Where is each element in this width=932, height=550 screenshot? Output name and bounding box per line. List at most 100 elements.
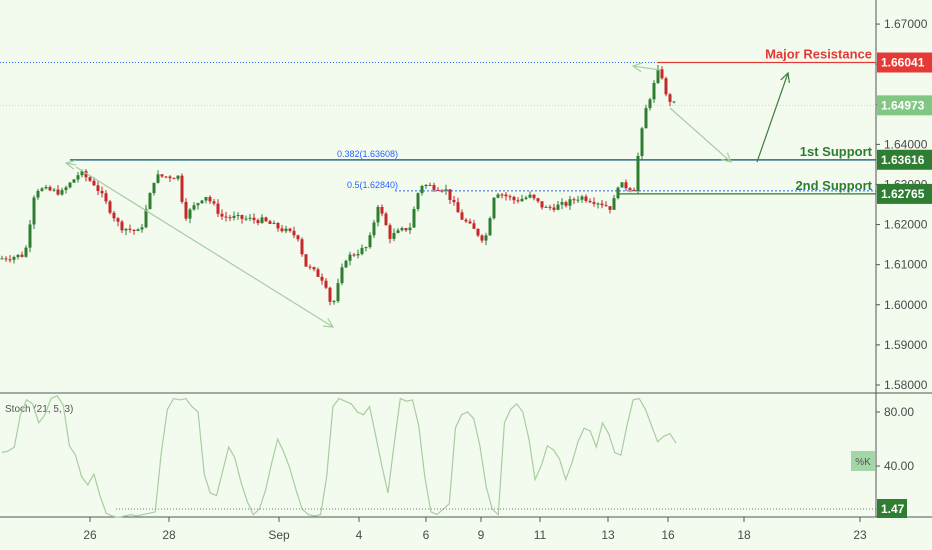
candle-body [356, 254, 360, 256]
stoch-tick-label: 80.00 [884, 405, 914, 419]
candle-body [444, 189, 448, 191]
arrow-projection-down [669, 107, 732, 163]
candle-body [64, 187, 68, 191]
candle-body [448, 189, 452, 200]
candle-body [496, 194, 500, 198]
candle-body [548, 206, 552, 208]
candle-body [400, 228, 404, 231]
price-axis[interactable]: 1.670001.660001.650001.640001.630001.620… [876, 17, 932, 392]
candle-body [120, 221, 124, 231]
candle-body [280, 228, 284, 232]
candle-body [260, 217, 264, 224]
candle-body [340, 267, 344, 284]
candle-body [184, 201, 188, 219]
candle-body [268, 221, 272, 224]
candle-body [52, 189, 56, 191]
candle-body [380, 206, 384, 214]
candle-body [224, 216, 228, 218]
candle-body [572, 199, 576, 201]
candle-body [456, 202, 460, 213]
candle-body [276, 222, 280, 229]
arrow-projection-down-head [721, 152, 732, 163]
candle-body [20, 254, 24, 257]
arrow-left-short [65, 162, 77, 166]
candle-body [472, 223, 476, 229]
arrow-projection-up-head [780, 71, 790, 83]
candle-body [636, 155, 640, 192]
candle-body [620, 182, 624, 188]
candle-body [664, 78, 668, 95]
candle-body [252, 217, 256, 221]
candle-body [240, 215, 244, 219]
candle-body [44, 186, 48, 189]
candle-body [388, 225, 392, 239]
candle-body [272, 222, 276, 224]
candle-body [568, 199, 572, 206]
candle-body [652, 82, 656, 100]
candle-body [168, 176, 172, 179]
candle-body [196, 203, 200, 206]
candle-body [332, 301, 336, 303]
time-tick-label: 16 [661, 528, 675, 542]
candle-body [532, 194, 536, 199]
candle-body [104, 193, 108, 202]
arrow-top-short-head [631, 62, 643, 73]
stochastic-pane: Stoch (21, 5, 3) 80.00 40.00 %K 1.47 [1, 395, 914, 518]
candle-body [552, 207, 556, 210]
candle-body [460, 212, 464, 220]
projection-arrows [64, 62, 790, 328]
candle-body [476, 228, 480, 236]
candle-body [508, 196, 512, 198]
time-tick-label: 13 [601, 528, 615, 542]
arrow-down-swing-head [322, 318, 335, 328]
time-tick-label: 18 [737, 528, 751, 542]
candle-body [648, 99, 652, 109]
price-badge [877, 183, 932, 204]
candle-body [312, 267, 316, 270]
candle-body [4, 258, 8, 260]
candle-body [124, 228, 128, 231]
candle-body [628, 188, 632, 190]
candle-body [216, 203, 220, 214]
candle-body [308, 266, 312, 268]
candle-body [136, 229, 140, 231]
candle-body [180, 175, 184, 202]
candle-body [608, 206, 612, 210]
arrow-projection-up [756, 72, 789, 163]
candle-body [128, 228, 132, 230]
candle-body [116, 218, 120, 222]
time-axis[interactable]: 26 28 Sep 4 6 9 11 13 16 18 23 [83, 517, 867, 542]
time-tick-label: 11 [534, 528, 547, 542]
candle-body [316, 269, 320, 277]
candle-body [28, 224, 32, 248]
grid [0, 0, 932, 518]
candle-body [88, 177, 92, 181]
candle-body [392, 232, 396, 239]
candle-body [92, 180, 96, 186]
candle-body [108, 201, 112, 213]
arrow-left-short-head [64, 159, 76, 170]
time-tick-label: 26 [83, 528, 97, 542]
candle-body [68, 182, 72, 188]
price-tick-label: 1.59000 [884, 338, 928, 352]
level-annotations: Major Resistance 1st Support 2nd Support [765, 47, 873, 193]
candle-body [360, 247, 364, 255]
candle-body [296, 235, 300, 240]
candle-body [604, 205, 608, 207]
candle-body [420, 186, 424, 194]
candle-body [384, 213, 388, 226]
price-badge-label: 1.64973 [881, 98, 925, 112]
candle-body [176, 175, 180, 179]
price-tick-label: 1.58000 [884, 378, 928, 392]
price-badge-label: 1.66041 [881, 56, 925, 70]
candle-body [660, 69, 664, 79]
candle-body [76, 175, 80, 180]
stoch-value-badge [877, 499, 907, 518]
stoch-k-badge-label: %K [855, 457, 871, 468]
candle-body [228, 217, 232, 219]
candle-body [248, 217, 252, 219]
fib-level-label: 0.5(1.62840) [347, 180, 398, 190]
candle-body [632, 189, 636, 192]
candle-body [616, 187, 620, 199]
candle-body [148, 193, 152, 210]
